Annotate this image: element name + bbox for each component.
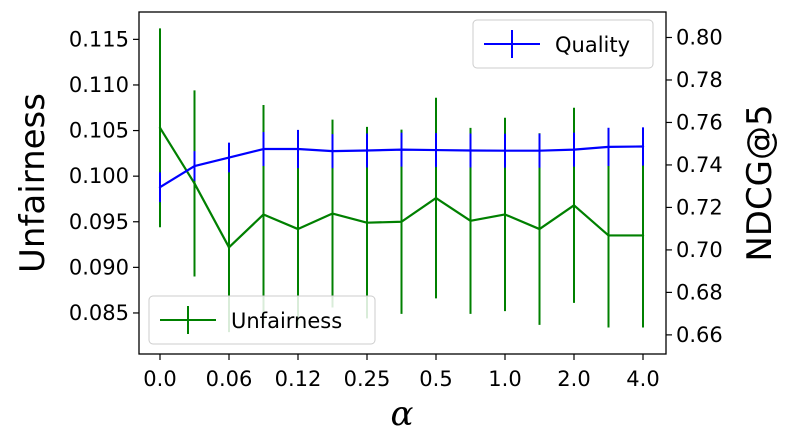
series-layer bbox=[158, 28, 645, 333]
quality-point bbox=[296, 147, 300, 151]
quality-point bbox=[607, 145, 610, 149]
quality-point bbox=[641, 145, 645, 148]
quality-point bbox=[400, 148, 403, 151]
x-tick-label: 1.0 bbox=[488, 367, 521, 391]
right-y-tick-label: 0.78 bbox=[676, 68, 723, 92]
quality-point bbox=[262, 147, 265, 151]
legend-quality-box bbox=[472, 19, 654, 69]
unfairness-point bbox=[400, 220, 403, 223]
quality-point bbox=[365, 149, 369, 152]
legend-quality-label: Quality bbox=[555, 33, 630, 57]
left-y-tick-label: 0.105 bbox=[69, 119, 129, 143]
x-tick-label: 2.0 bbox=[557, 367, 590, 391]
unfairness-point bbox=[503, 213, 507, 216]
x-tick-label: 0.25 bbox=[344, 367, 391, 391]
quality-point bbox=[503, 149, 507, 152]
unfairness-point bbox=[607, 234, 610, 237]
x-tick-label: 0.06 bbox=[206, 367, 253, 391]
right-y-tick-label: 0.66 bbox=[676, 323, 723, 347]
quality-point bbox=[331, 149, 334, 153]
x-axis: 0.0 0.06 0.12 0.25 0.5 1.0 2.0 4.0 bbox=[143, 354, 660, 391]
unfairness-point bbox=[158, 126, 162, 130]
legend-unfairness-box bbox=[148, 295, 376, 345]
y-axis-label-right: NDCG@5 bbox=[740, 104, 780, 261]
unfairness-point bbox=[227, 246, 231, 249]
unfairness-point bbox=[296, 227, 300, 231]
x-tick-label: 0.0 bbox=[143, 367, 176, 391]
right-y-axis: 0.66 0.68 0.70 0.72 0.74 0.76 0.78 0.80 bbox=[666, 25, 723, 347]
series-unfairness bbox=[158, 28, 645, 333]
plot-frame bbox=[138, 11, 667, 355]
right-y-tick-label: 0.68 bbox=[676, 280, 723, 304]
right-y-tick-label: 0.80 bbox=[676, 25, 723, 49]
unfairness-point bbox=[365, 221, 369, 224]
legend-quality: Quality bbox=[472, 19, 654, 69]
unfairness-point bbox=[193, 182, 196, 185]
legend-unfairness-label: Unfairness bbox=[231, 309, 342, 333]
legend-unfairness: Unfairness bbox=[148, 295, 376, 345]
unfairness-point bbox=[538, 227, 541, 231]
quality-point bbox=[572, 148, 576, 151]
unfairness-point bbox=[572, 204, 576, 207]
unfairness-point bbox=[262, 213, 265, 216]
quality-point bbox=[538, 149, 541, 152]
y-axis-label-left: Unfairness bbox=[13, 93, 53, 273]
unfairness-point bbox=[641, 234, 645, 237]
quality-point bbox=[434, 148, 438, 152]
left-y-tick-label: 0.115 bbox=[69, 27, 129, 51]
unfairness-point bbox=[469, 219, 472, 223]
unfairness-point bbox=[331, 212, 334, 215]
x-axis-label: α bbox=[391, 394, 414, 434]
left-y-tick-label: 0.100 bbox=[69, 164, 129, 188]
quality-point bbox=[469, 149, 472, 152]
quality-point bbox=[227, 156, 231, 159]
x-tick-label: 0.12 bbox=[275, 367, 322, 391]
left-y-tick-label: 0.085 bbox=[69, 301, 129, 325]
x-tick-label: 4.0 bbox=[626, 367, 659, 391]
unfairness-point bbox=[434, 196, 438, 200]
left-y-tick-label: 0.095 bbox=[69, 210, 129, 234]
left-y-axis: 0.085 0.090 0.095 0.100 0.105 0.110 0.115 bbox=[69, 27, 139, 325]
left-y-tick-label: 0.090 bbox=[69, 255, 129, 279]
quality-point bbox=[158, 186, 162, 189]
quality-point bbox=[193, 164, 196, 168]
right-y-tick-label: 0.70 bbox=[676, 238, 723, 262]
left-y-tick-label: 0.110 bbox=[69, 73, 129, 97]
series-quality bbox=[158, 127, 645, 203]
x-tick-label: 0.5 bbox=[419, 367, 452, 391]
right-y-tick-label: 0.74 bbox=[676, 153, 723, 177]
right-y-tick-label: 0.76 bbox=[676, 110, 723, 134]
right-y-tick-label: 0.72 bbox=[676, 195, 723, 219]
